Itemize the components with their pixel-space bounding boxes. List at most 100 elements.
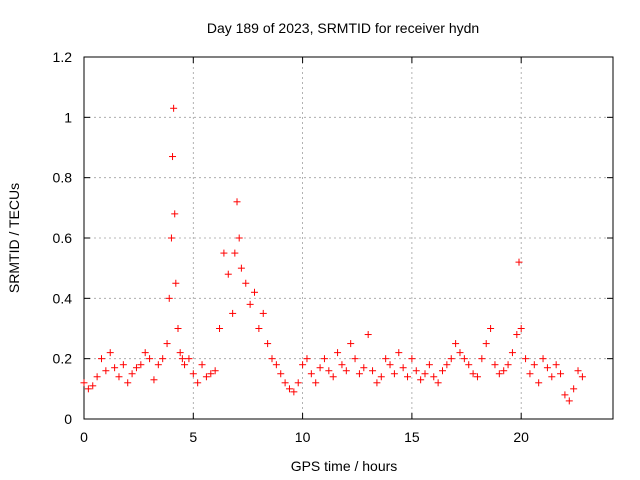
y-tick-label: 0.4 [53,290,73,306]
data-point [119,361,127,369]
y-tick-label: 1 [64,109,72,125]
y-tick-label: 0 [64,411,72,427]
data-point [557,370,565,378]
data-point [399,364,407,372]
data-point [522,355,530,363]
data-point [369,367,377,375]
data-point [552,361,560,369]
data-point [412,367,420,375]
data-point [447,355,455,363]
data-point [229,309,237,317]
data-point [84,385,92,393]
data-point [460,355,468,363]
data-point [272,361,280,369]
data-point [150,376,158,384]
data-point [80,379,88,387]
data-point [316,364,324,372]
data-point [338,361,346,369]
data-point [347,340,355,348]
x-tick-label: 10 [295,429,311,445]
data-point [438,367,446,375]
data-point [97,355,105,363]
data-point [425,361,433,369]
x-axis-label: GPS time / hours [291,458,398,474]
data-point [137,361,145,369]
data-point [456,349,464,357]
data-point [351,355,359,363]
data-point [189,370,197,378]
data-point [515,258,523,266]
data-point [185,355,193,363]
data-point [364,331,372,339]
data-point [548,373,556,381]
data-point [237,264,245,272]
y-tick-label: 0.8 [53,170,73,186]
data-point [115,373,123,381]
data-point [246,300,254,308]
data-point [255,325,263,332]
data-point [281,379,289,387]
data-point [124,379,132,387]
y-tick-label: 0.2 [53,351,73,367]
data-point [102,367,110,375]
axis-ticks: 0 0.2 0.4 0.6 0.8 1 1.2 0 5 10 15 20 [53,49,613,445]
data-point [290,388,298,396]
data-point [169,153,177,161]
data-point [202,373,210,381]
data-point [277,370,285,378]
data-point [578,373,586,381]
data-point [285,385,293,393]
data-point [535,379,543,387]
data-point [111,364,119,372]
data-point [171,210,179,218]
data-point [106,349,114,357]
data-point [473,373,481,381]
data-point [89,382,97,390]
y-tick-label: 0.6 [53,230,73,246]
data-point [452,340,460,348]
data-point [404,373,412,381]
x-tick-label: 15 [404,429,420,445]
data-point [312,379,320,387]
data-point [264,340,272,348]
data-point [495,370,503,378]
data-point [242,279,250,287]
data-point [478,355,486,363]
data-point [128,370,136,378]
data-point [421,370,429,378]
data-point [373,379,381,387]
data-point [198,361,206,369]
data-point [508,349,516,357]
data-point [408,355,416,363]
data-point [231,249,239,257]
data-point [487,325,495,332]
data-point [360,364,368,372]
data-point [325,367,333,375]
data-point [355,370,363,378]
y-axis-label: SRMTID / TECUs [6,183,22,293]
data-point [170,104,178,112]
data-point [482,340,490,348]
chart-title: Day 189 of 2023, SRMTID for receiver hyd… [207,20,479,36]
data-point [216,325,224,332]
data-point [543,364,551,372]
data-point [430,373,438,381]
data-point [207,370,215,378]
data-point [334,349,342,357]
data-point [539,355,547,363]
data-point [565,397,573,405]
data-point [178,355,186,363]
data-point [329,373,337,381]
data-point [167,234,175,242]
data-point [395,349,403,357]
data-point [159,355,167,363]
data-point [154,361,162,369]
data-point [443,361,451,369]
data-point [469,370,477,378]
data-point [417,376,425,384]
data-point [465,361,473,369]
data-point [93,373,101,381]
data-point [294,379,302,387]
data-points [80,104,586,405]
